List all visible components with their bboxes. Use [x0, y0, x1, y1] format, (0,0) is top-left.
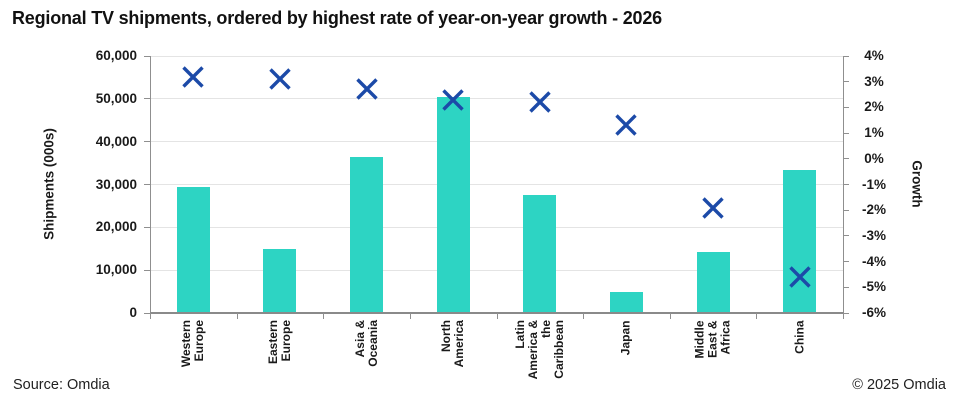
right-axis-tick — [843, 132, 849, 134]
growth-x-marker — [615, 114, 638, 137]
right-axis-tick-label: 0% — [864, 150, 884, 166]
growth-x-marker — [442, 88, 464, 111]
x-axis-tick — [756, 313, 758, 319]
left-axis-tick — [144, 55, 150, 57]
growth-x-marker — [182, 65, 205, 88]
left-axis-tick-label: 50,000 — [95, 90, 137, 106]
growth-x-marker — [788, 266, 811, 288]
left-axis-tick — [144, 98, 150, 100]
left-axis-tick-label: 60,000 — [95, 48, 137, 63]
right-axis-tick — [843, 81, 849, 83]
right-axis-line — [843, 56, 844, 313]
left-axis-tick-label: 30,000 — [95, 176, 137, 192]
right-axis-tick — [843, 235, 849, 237]
right-axis-tick — [843, 209, 849, 211]
right-axis-tick-label: -4% — [861, 253, 886, 269]
left-axis-line — [150, 56, 151, 313]
x-axis-tick — [583, 313, 585, 319]
right-axis-tick — [843, 106, 849, 108]
x-axis-tick — [323, 313, 325, 319]
shipments-bar — [609, 292, 643, 313]
right-axis-tick-label: -3% — [861, 227, 886, 243]
gridline — [150, 141, 843, 143]
x-category-label-text: Western Europe — [179, 320, 207, 368]
right-axis-tick — [843, 261, 849, 263]
shipments-bar — [263, 248, 297, 313]
right-axis-tick-label: -6% — [861, 305, 886, 320]
left-axis-tick — [144, 184, 150, 185]
x-axis-tick — [150, 313, 151, 319]
gridline — [150, 98, 843, 100]
x-category-label: Japan — [583, 315, 669, 401]
right-axis-tick — [843, 55, 849, 57]
source-text: Source: Omdia — [13, 377, 110, 393]
x-category-label: China — [757, 315, 843, 401]
shipments-bar — [176, 186, 210, 313]
right-axis-tick — [843, 158, 849, 160]
x-category-label-text: North America — [439, 320, 467, 368]
right-axis-tick — [843, 184, 849, 185]
growth-x-marker — [269, 68, 291, 90]
x-category-label: Middle East & Africa — [670, 315, 756, 401]
right-axis-tick — [843, 286, 849, 288]
left-axis-tick-label: 40,000 — [95, 133, 137, 149]
x-category-label-text: Eastern Europe — [265, 320, 293, 365]
x-axis-tick — [236, 313, 238, 319]
right-axis-tick-label: 2% — [864, 99, 884, 115]
x-category-label: Latin America & the Caribbean — [497, 315, 583, 401]
x-category-label-text: Japan — [618, 320, 633, 355]
x-category-label-text: Middle East & Africa — [692, 320, 733, 358]
left-axis-tick-label: 10,000 — [95, 262, 137, 278]
x-category-label-text: China — [792, 320, 807, 354]
right-axis-tick-label: -1% — [861, 176, 886, 192]
x-category-label: Asia & Oceania — [324, 315, 410, 401]
left-axis-tick — [144, 312, 150, 314]
x-category-label-text: Asia & Oceania — [352, 320, 380, 367]
x-axis-tick — [496, 313, 498, 319]
right-axis-tick-label: 4% — [864, 48, 884, 63]
x-axis-tick — [409, 313, 411, 319]
shipments-bar — [350, 156, 384, 313]
right-axis-title: Growth — [909, 160, 925, 208]
left-axis-tick — [144, 226, 150, 228]
growth-x-marker — [702, 196, 724, 219]
left-axis-tick-label: 20,000 — [95, 219, 137, 235]
shipments-bar — [523, 195, 557, 313]
x-category-label: Eastern Europe — [237, 315, 323, 401]
right-axis-tick-label: 3% — [864, 73, 884, 89]
shipments-bar — [783, 169, 817, 313]
right-axis-tick-label: -2% — [861, 202, 886, 218]
right-axis-tick-label: -5% — [861, 279, 886, 295]
gridline — [150, 184, 843, 185]
left-axis-tick — [144, 269, 150, 271]
gridline — [150, 269, 843, 271]
x-category-label-text: Latin America & the Caribbean — [512, 320, 566, 380]
growth-x-marker — [529, 91, 551, 113]
copyright-text: © 2025 Omdia — [852, 377, 946, 393]
gridline — [150, 226, 843, 228]
left-axis-tick-label: 0 — [129, 305, 137, 320]
x-axis-tick — [843, 313, 844, 319]
x-axis-tick — [669, 313, 671, 319]
x-category-label: North America — [410, 315, 496, 401]
growth-x-marker — [355, 78, 378, 101]
gridline — [150, 55, 843, 57]
shipments-bar — [696, 252, 730, 313]
x-category-label: Western Europe — [150, 315, 236, 401]
right-axis-tick-label: 1% — [864, 125, 884, 141]
chart-title: Regional TV shipments, ordered by highes… — [12, 8, 662, 28]
left-axis-tick — [144, 141, 150, 143]
right-axis-tick — [843, 312, 849, 314]
shipments-bar — [436, 96, 470, 313]
